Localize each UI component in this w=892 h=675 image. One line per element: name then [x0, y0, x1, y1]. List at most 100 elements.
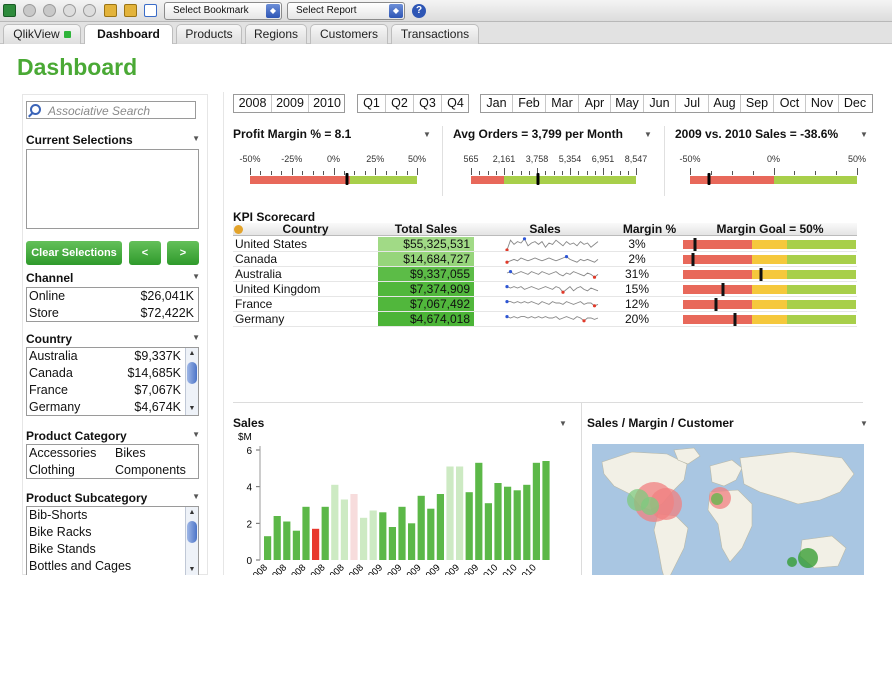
list-item[interactable]: Bike Racks [27, 524, 198, 541]
bar-mar-2010[interactable] [513, 490, 521, 560]
world-map[interactable] [592, 444, 864, 575]
chevron-down-icon[interactable]: ▼ [423, 130, 431, 139]
bar-apr-2010[interactable] [523, 484, 531, 560]
chevron-down-icon[interactable]: ▼ [192, 430, 200, 439]
list-item[interactable]: Bike Stands [27, 541, 198, 558]
redo-icon[interactable] [83, 4, 96, 17]
scroll-down-icon[interactable]: ▼ [188, 566, 196, 573]
month-dec[interactable]: Dec [843, 96, 867, 110]
column-header-margin[interactable]: Margin % [616, 223, 683, 236]
chevron-down-icon[interactable]: ▼ [860, 130, 868, 139]
select-report-dropdown[interactable]: Select Report ◆ [287, 2, 405, 20]
bar-oct-2008[interactable] [350, 494, 358, 560]
category-item[interactable]: Clothing [29, 463, 75, 477]
bar-nov-2009[interactable] [475, 462, 483, 560]
tab-transactions[interactable]: Transactions [391, 24, 479, 44]
bar-dec-2008[interactable] [369, 510, 377, 561]
bar-aug-2009[interactable] [446, 466, 454, 561]
help-icon[interactable]: ? [412, 4, 426, 18]
column-header-total-sales[interactable]: Total Sales [378, 223, 474, 236]
month-mar[interactable]: Mar [546, 95, 579, 112]
sales-bar-chart[interactable]: $M0246Jan-2008Mar-2008May-2008Jul-2008Se… [224, 422, 574, 575]
chevron-down-icon[interactable]: ▼ [559, 419, 567, 428]
column-header-sales[interactable]: Sales [474, 223, 616, 236]
back-icon[interactable] [23, 4, 36, 17]
month-oct[interactable]: Oct [774, 95, 806, 112]
month-jan[interactable]: Jan [481, 95, 513, 112]
year-2008[interactable]: 2008 [234, 95, 272, 112]
list-item[interactable]: Bottles and Cages [27, 558, 198, 575]
forward-icon[interactable] [43, 4, 56, 17]
quarter-q4[interactable]: Q4 [447, 96, 464, 110]
back-button[interactable]: < [129, 241, 161, 265]
table-row[interactable]: Australia $9,337,055 31% [233, 267, 857, 282]
bar-feb-2010[interactable] [504, 486, 512, 560]
bar-jan-2010[interactable] [494, 483, 502, 560]
chevron-down-icon[interactable]: ▼ [192, 134, 200, 143]
unlock-icon[interactable] [124, 4, 137, 17]
bar-jun-2008[interactable] [312, 528, 320, 560]
bar-mar-2008[interactable] [283, 521, 291, 561]
bar-jun-2009[interactable] [427, 508, 435, 560]
bar-sep-2009[interactable] [456, 466, 464, 561]
scroll-up-icon[interactable]: ▲ [188, 509, 196, 516]
list-item[interactable]: Clothing Components [27, 462, 198, 478]
bar-jan-2008[interactable] [264, 536, 272, 560]
list-item[interactable]: Accessories Bikes [27, 445, 198, 462]
undo-icon[interactable] [63, 4, 76, 17]
list-item[interactable]: France $7,067K [27, 382, 198, 399]
bar-dec-2009[interactable] [484, 503, 492, 560]
bar-mar-2009[interactable] [398, 506, 406, 560]
list-item[interactable]: Australia $9,337K [27, 348, 198, 365]
list-item[interactable]: Canada $14,685K [27, 365, 198, 382]
bar-nov-2008[interactable] [360, 517, 368, 560]
month-jul[interactable]: Jul [676, 95, 709, 112]
bar-may-2010[interactable] [532, 462, 540, 560]
table-row[interactable]: Germany $4,674,018 20% [233, 312, 857, 327]
bar-aug-2008[interactable] [331, 484, 339, 560]
month-feb[interactable]: Feb [513, 95, 546, 112]
bar-sep-2008[interactable] [340, 499, 348, 561]
clear-selections-button[interactable]: Clear Selections [26, 241, 122, 265]
bar-jun-2010[interactable] [542, 461, 550, 560]
current-selections-box[interactable] [26, 149, 199, 229]
bar-apr-2008[interactable] [292, 530, 300, 560]
bar-may-2009[interactable] [417, 495, 425, 560]
sales-change-gauge[interactable]: -50% 0% 50% [679, 154, 866, 188]
scroll-thumb[interactable] [187, 362, 197, 384]
list-item[interactable]: Bib-Shorts [27, 507, 198, 524]
month-apr[interactable]: Apr [579, 95, 611, 112]
quarter-q2[interactable]: Q2 [386, 95, 414, 112]
bar-feb-2008[interactable] [273, 516, 281, 560]
bar-apr-2009[interactable] [408, 523, 416, 560]
quarter-q3[interactable]: Q3 [414, 95, 442, 112]
scrollbar[interactable]: ▲ ▼ [185, 507, 198, 575]
bar-oct-2009[interactable] [465, 492, 473, 560]
month-nov[interactable]: Nov [806, 95, 839, 112]
bar-jul-2009[interactable] [436, 494, 444, 560]
tab-regions[interactable]: Regions [245, 24, 307, 44]
profit-margin-gauge[interactable]: -50% -25% 0% 25% 50% [239, 154, 426, 188]
category-item[interactable]: Accessories [29, 446, 97, 460]
scroll-down-icon[interactable]: ▼ [188, 405, 196, 412]
table-row[interactable]: United Kingdom $7,374,909 15% [233, 282, 857, 297]
month-aug[interactable]: Aug [709, 95, 741, 112]
scroll-thumb[interactable] [187, 521, 197, 543]
scroll-up-icon[interactable]: ▲ [188, 350, 196, 357]
tab-qlikview[interactable]: QlikView [3, 24, 81, 44]
select-bookmark-dropdown[interactable]: Select Bookmark ◆ [164, 2, 282, 20]
tab-products[interactable]: Products [176, 24, 242, 44]
month-may[interactable]: May [611, 95, 644, 112]
search-input[interactable]: Associative Search [26, 101, 196, 119]
checkbox-icon[interactable] [144, 4, 157, 17]
tab-dashboard[interactable]: Dashboard [84, 24, 173, 45]
column-header-country[interactable]: Country [233, 223, 378, 236]
cycle-icon[interactable] [234, 225, 243, 234]
bar-jan-2009[interactable] [379, 512, 387, 560]
category-item[interactable]: Bikes [115, 446, 146, 460]
chevron-down-icon[interactable]: ▼ [192, 333, 200, 342]
month-jun[interactable]: Jun [644, 95, 676, 112]
chevron-down-icon[interactable]: ▼ [192, 492, 200, 501]
avg-orders-gauge[interactable]: 565 2,161 3,758 5,354 6,951 8,547 [463, 154, 647, 188]
scrollbar[interactable]: ▲ ▼ [185, 348, 198, 415]
